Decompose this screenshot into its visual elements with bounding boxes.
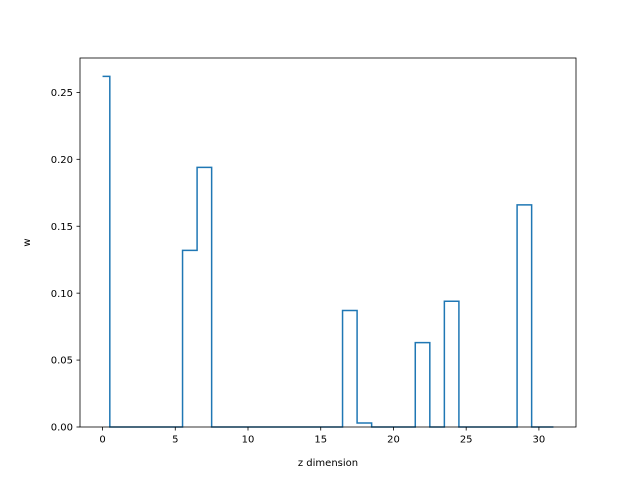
x-tick-label: 25	[460, 435, 473, 446]
x-tick-label: 15	[314, 435, 327, 446]
x-tick-label: 10	[242, 435, 255, 446]
x-axis: 0 5 10 15 20 25 30	[99, 427, 545, 446]
x-tick-label: 0	[99, 435, 105, 446]
x-axis-label: z dimension	[298, 458, 358, 469]
y-tick-label: 0.05	[51, 356, 73, 367]
y-tick-label: 0.00	[51, 423, 73, 434]
axes-frame	[79, 57, 577, 428]
x-tick-label: 20	[387, 435, 400, 446]
y-tick-label: 0.25	[51, 88, 73, 99]
y-tick-label: 0.10	[51, 289, 73, 300]
x-tick-label: 5	[172, 435, 178, 446]
x-tick-label: 30	[533, 435, 546, 446]
y-tick-label: 0.15	[51, 222, 73, 233]
y-axis: 0.00 0.05 0.10 0.15 0.20 0.25	[51, 88, 80, 434]
y-axis-label: w	[22, 238, 33, 246]
y-tick-label: 0.20	[51, 155, 73, 166]
